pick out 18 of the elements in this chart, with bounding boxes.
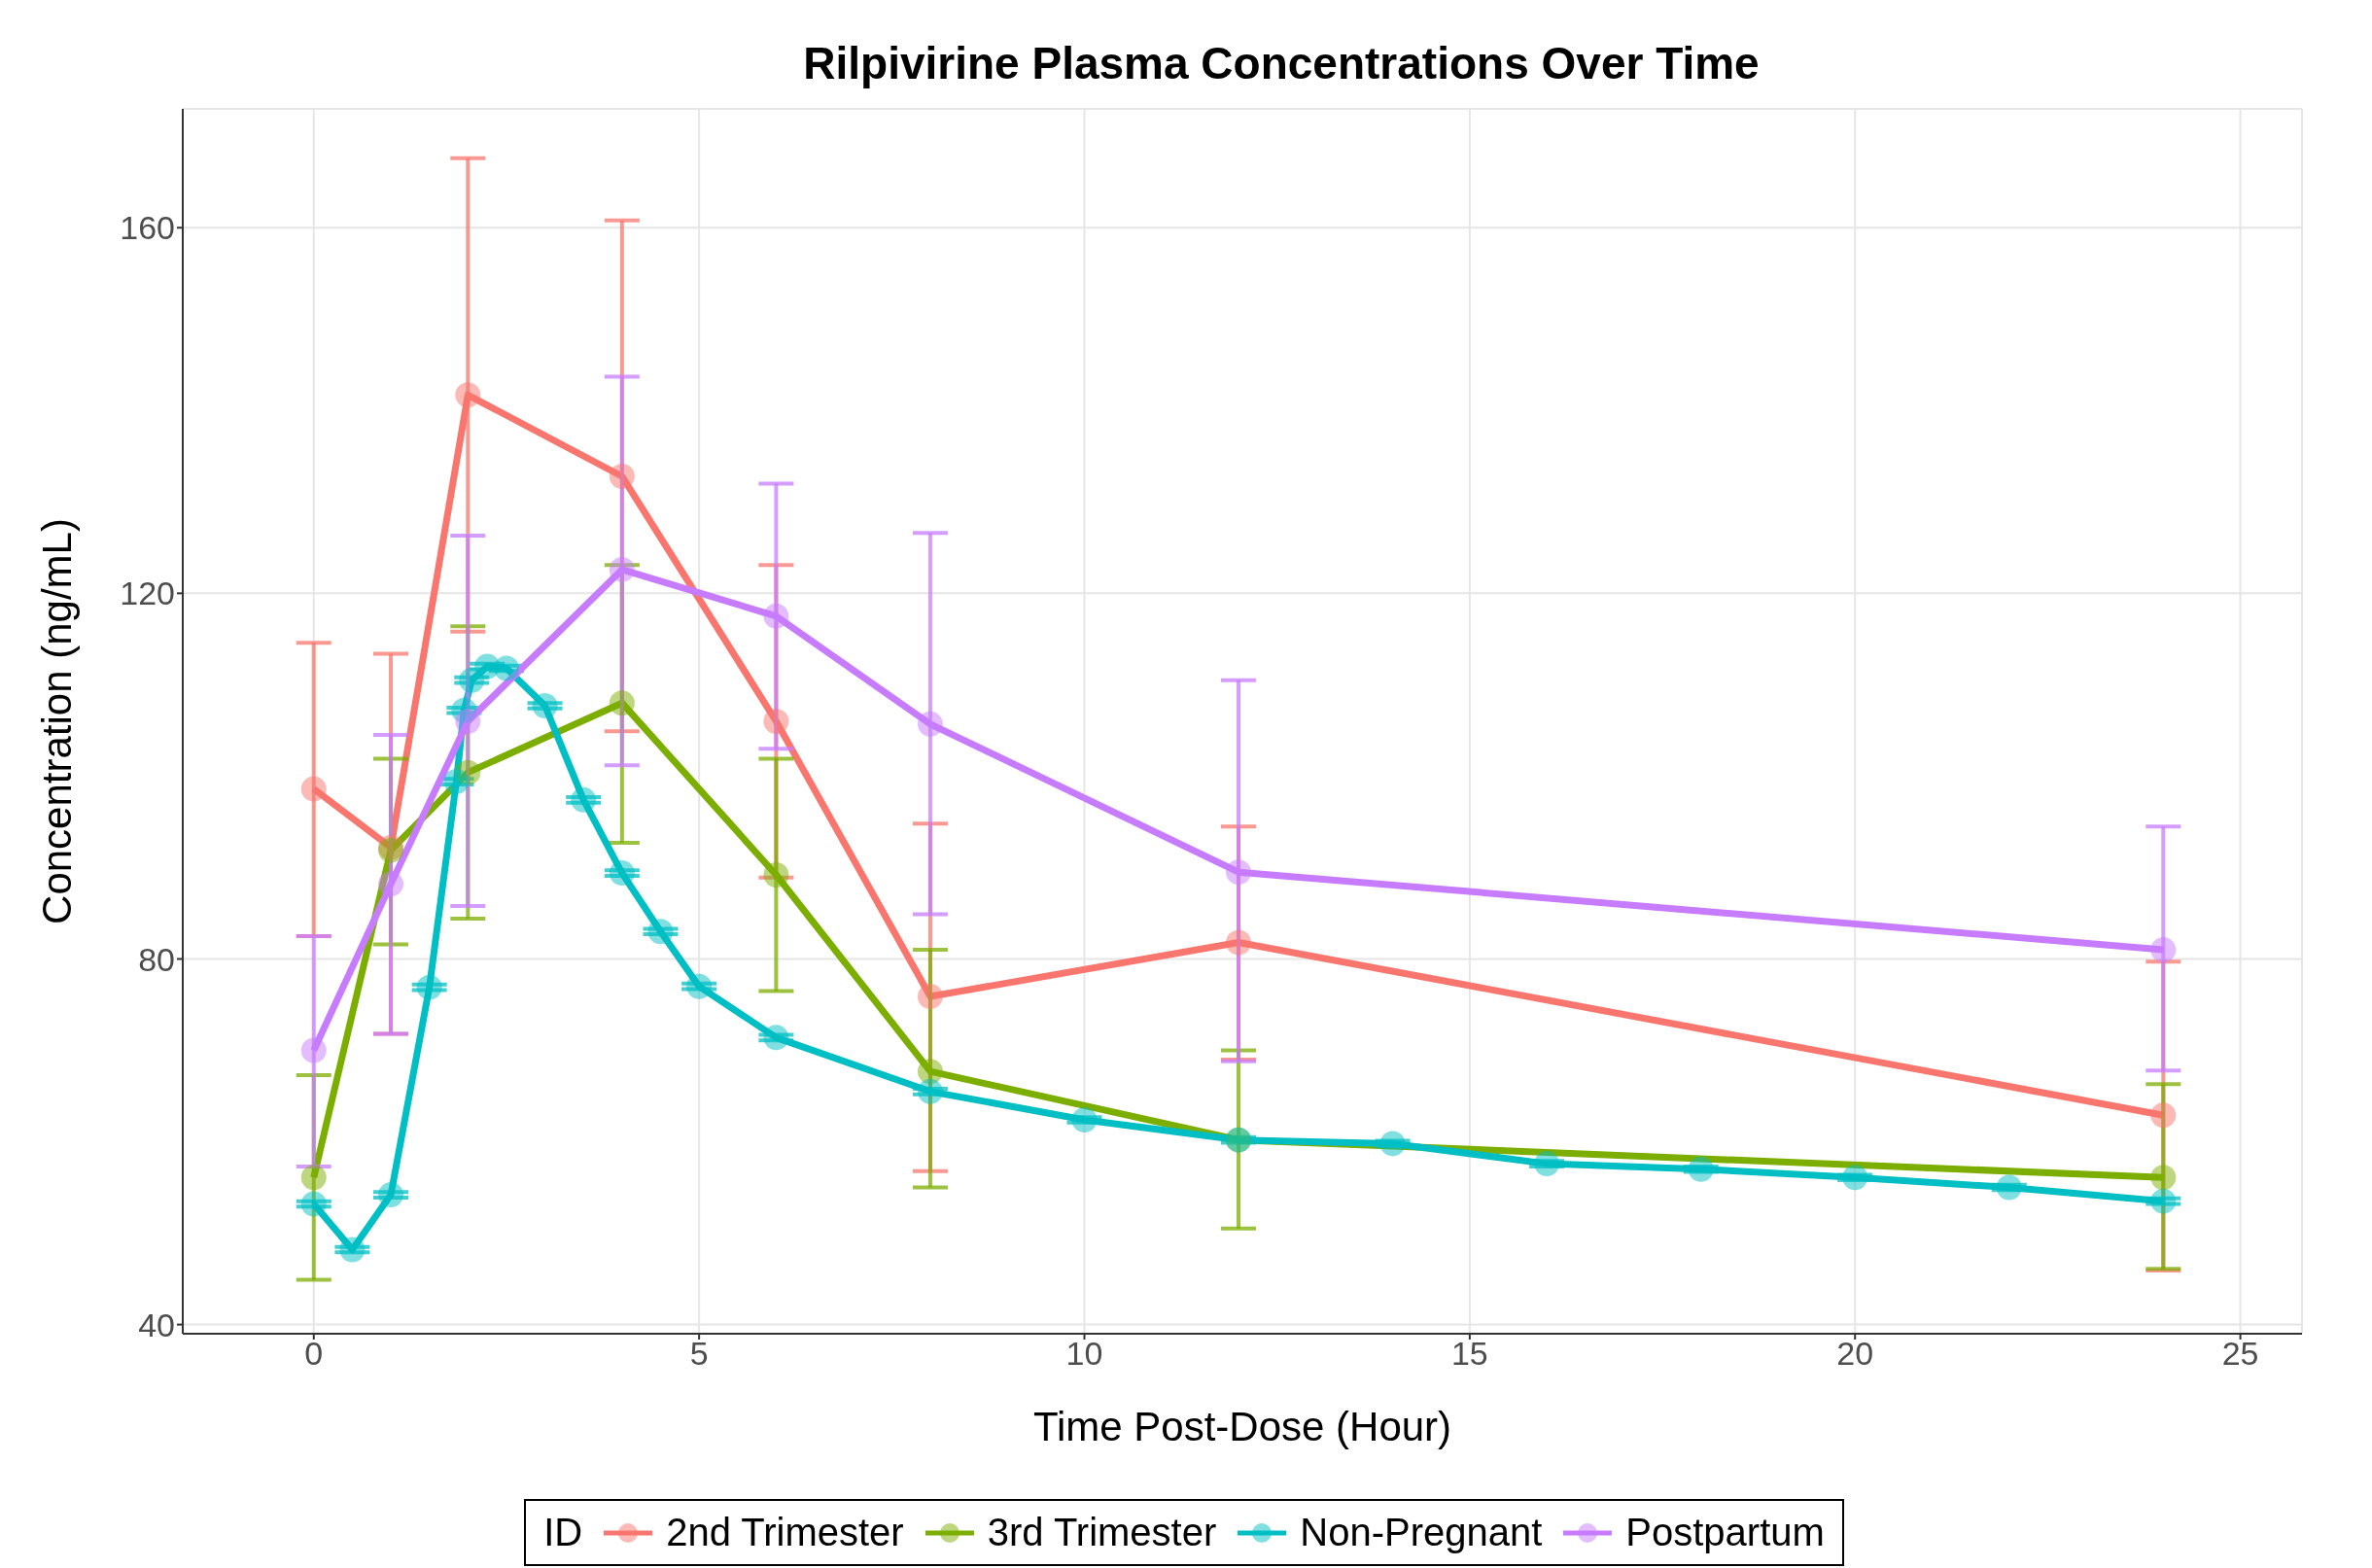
x-tick-label: 15 bbox=[1450, 1335, 1488, 1373]
x-tick-label: 20 bbox=[1836, 1335, 1874, 1373]
y-tick-label: 40 bbox=[138, 1306, 175, 1343]
x-axis-title: Time Post-Dose (Hour) bbox=[1032, 1404, 1452, 1449]
legend-label: 2nd Trimester bbox=[666, 1511, 904, 1554]
legend-label: Non-Pregnant bbox=[1300, 1511, 1543, 1554]
legend-title: ID bbox=[543, 1511, 583, 1554]
x-tick-label: 5 bbox=[689, 1335, 709, 1373]
y-tick-label: 160 bbox=[120, 209, 175, 247]
y-tick-label: 120 bbox=[120, 575, 175, 612]
chart-title: Rilpivirine Plasma Concentrations Over Time bbox=[802, 37, 1761, 89]
y-tick-label: 80 bbox=[138, 940, 175, 978]
x-tick-label: 10 bbox=[1065, 1335, 1103, 1373]
legend-label: 3rd Trimester bbox=[987, 1511, 1217, 1554]
y-axis-title: Concentration (ng/mL) bbox=[33, 518, 80, 924]
x-tick-label: 25 bbox=[2221, 1335, 2259, 1373]
legend-label: Postpartum bbox=[1625, 1511, 1825, 1554]
x-tick-label: 0 bbox=[304, 1335, 324, 1373]
